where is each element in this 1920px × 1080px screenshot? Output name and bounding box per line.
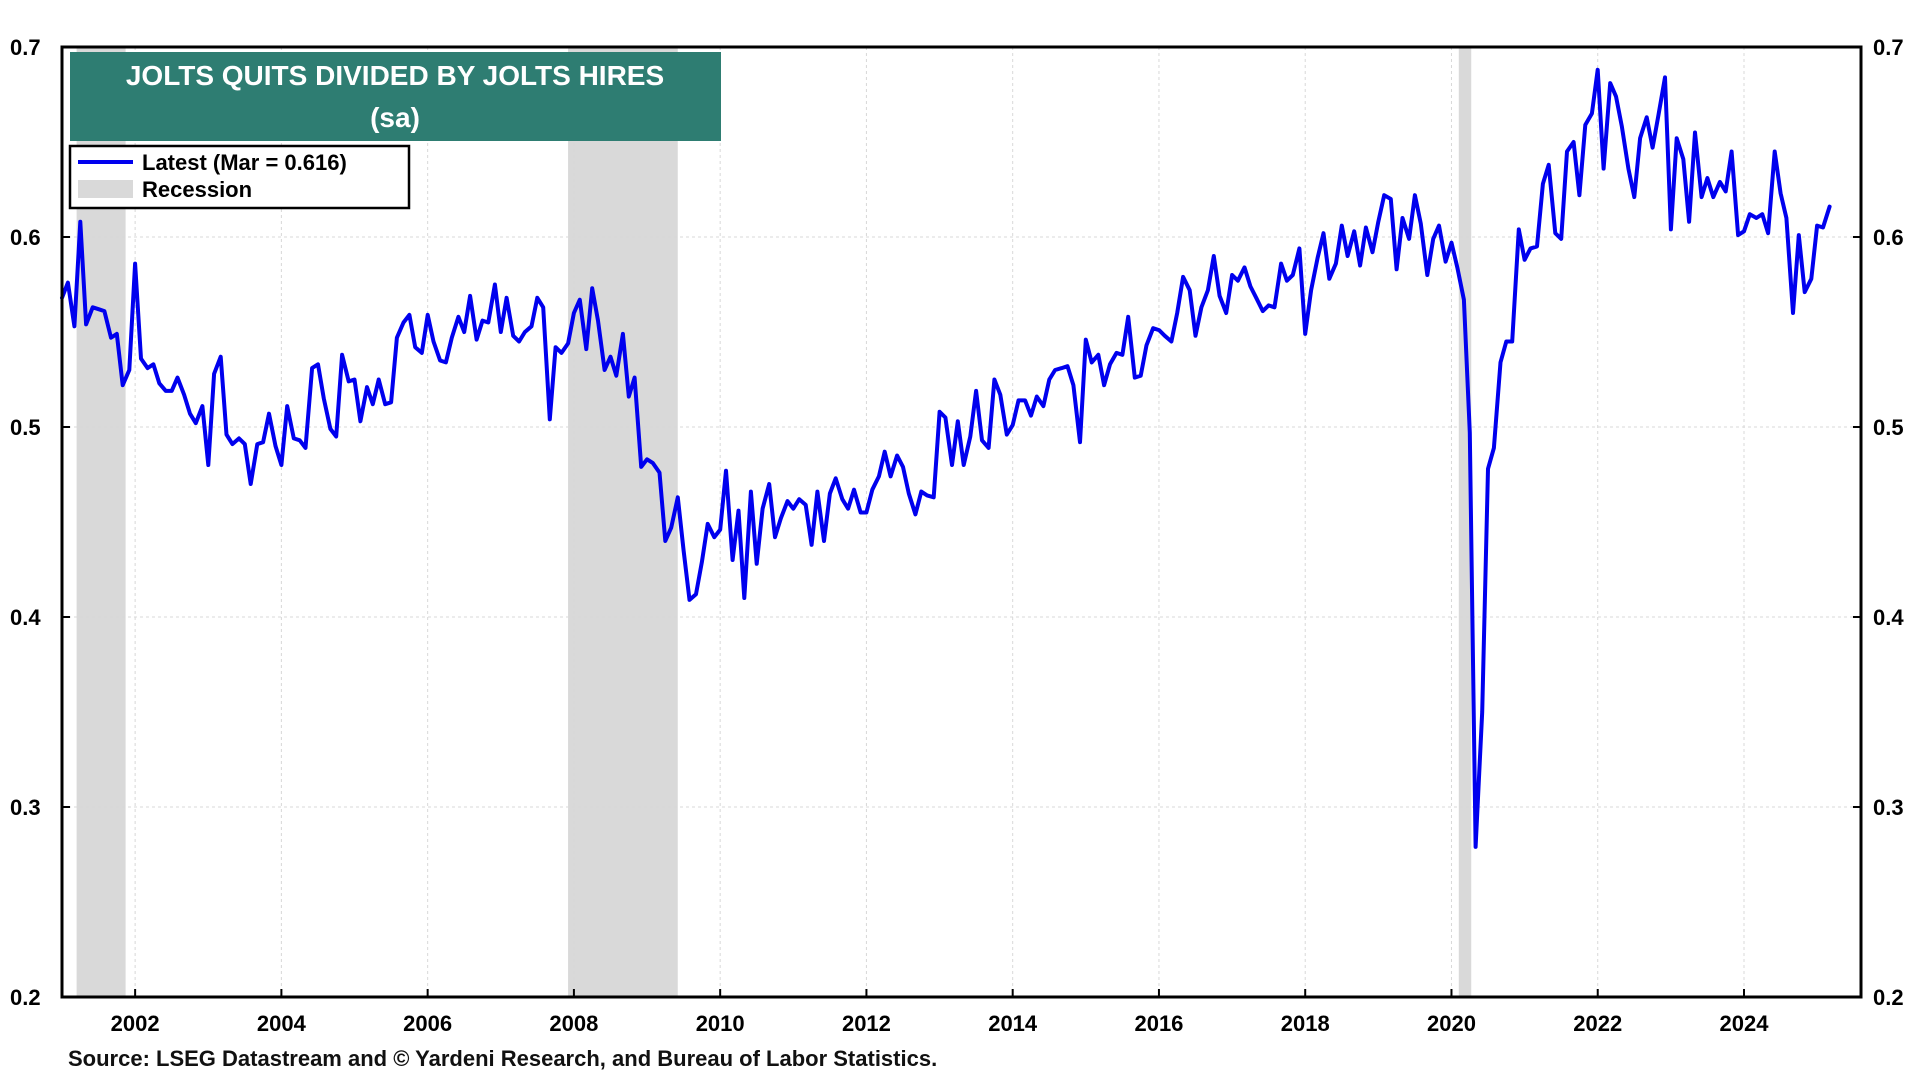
source-note: Source: LSEG Datastream and © Yardeni Re… (68, 1046, 938, 1071)
x-tick-label-10: 2022 (1573, 1011, 1622, 1036)
x-tick-label-2: 2006 (403, 1011, 452, 1036)
y-tick-label-right-5: 0.7 (1873, 35, 1904, 60)
y-tick-label-left-4: 0.6 (10, 225, 41, 250)
x-tick-label-8: 2018 (1281, 1011, 1330, 1036)
x-tick-label-3: 2008 (549, 1011, 598, 1036)
x-tick-label-4: 2010 (696, 1011, 745, 1036)
y-tick-label-right-0: 0.2 (1873, 985, 1904, 1010)
title-box: JOLTS QUITS DIVIDED BY JOLTS HIRES (sa) (70, 52, 721, 141)
x-tick-label-7: 2016 (1134, 1011, 1183, 1036)
legend-label-recession: Recession (142, 177, 252, 202)
chart-subtitle: (sa) (370, 102, 420, 133)
legend-recession-swatch (78, 180, 133, 198)
x-tick-label-9: 2020 (1427, 1011, 1476, 1036)
x-tick-label-0: 2002 (111, 1011, 160, 1036)
y-axis-right: 0.2 0.3 0.4 0.5 0.6 0.7 (1853, 35, 1904, 1010)
plot-frame (60, 45, 1863, 999)
legend-label-latest: Latest (Mar = 0.616) (142, 150, 347, 175)
x-axis: 2002 2004 2006 2008 2010 2012 2014 2016 2018 2020… (111, 989, 1770, 1036)
y-axis-left: 0.2 0.3 0.4 0.5 0.6 0.7 (10, 35, 70, 1010)
y-tick-label-left-0: 0.2 (10, 985, 41, 1010)
series-lines (60, 67, 1832, 849)
recession-band-1 (568, 47, 678, 997)
y-tick-label-left-2: 0.4 (10, 605, 41, 630)
series-line-0 (60, 67, 1832, 849)
y-tick-label-right-2: 0.4 (1873, 605, 1904, 630)
x-tick-label-1: 2004 (257, 1011, 307, 1036)
y-tick-label-left-5: 0.7 (10, 35, 41, 60)
legend: Latest (Mar = 0.616) Recession (68, 144, 411, 210)
y-tick-label-left-3: 0.5 (10, 415, 41, 440)
y-tick-label-right-1: 0.3 (1873, 795, 1904, 820)
x-tick-label-6: 2014 (988, 1011, 1038, 1036)
y-tick-label-right-4: 0.6 (1873, 225, 1904, 250)
chart-title: JOLTS QUITS DIVIDED BY JOLTS HIRES (126, 60, 664, 91)
y-tick-label-right-3: 0.5 (1873, 415, 1904, 440)
title-background (70, 52, 721, 141)
y-tick-label-left-1: 0.3 (10, 795, 41, 820)
x-tick-label-11: 2024 (1720, 1011, 1770, 1036)
x-tick-label-5: 2012 (842, 1011, 891, 1036)
